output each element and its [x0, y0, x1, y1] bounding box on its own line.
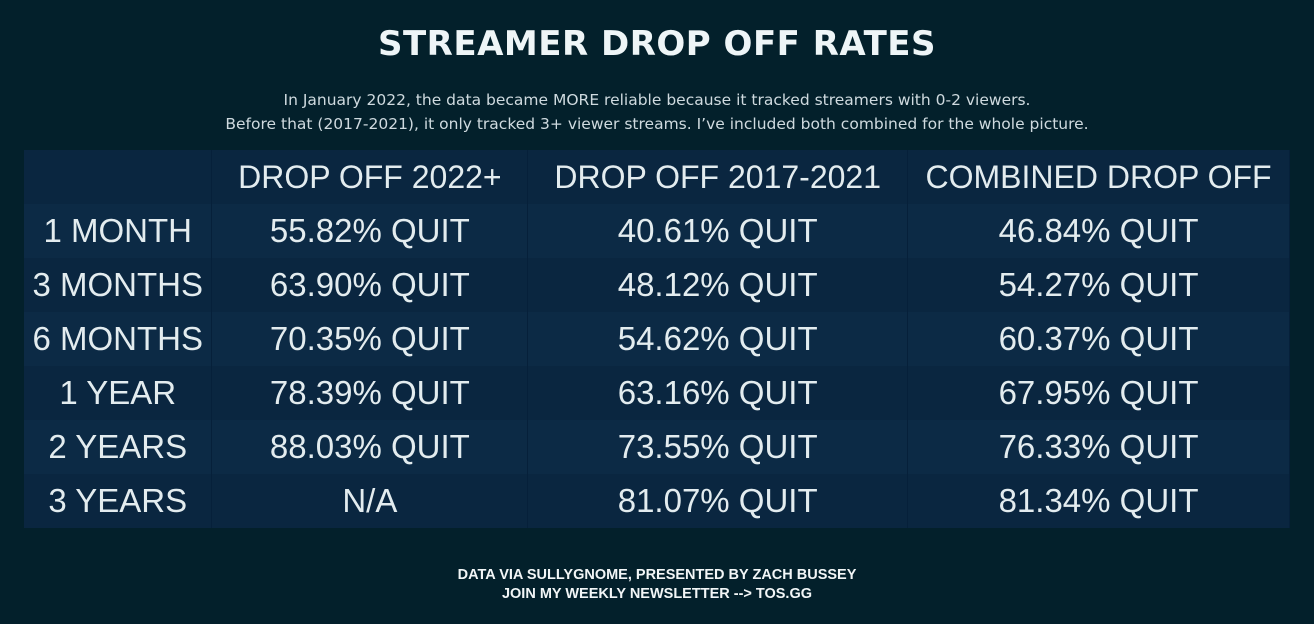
subtitle: In January 2022, the data became MORE re…	[0, 88, 1314, 136]
footer-credit: DATA VIA SULLYGNOME, PRESENTED BY ZACH B…	[457, 567, 857, 583]
table-cell: 40.61% QUIT	[527, 204, 909, 258]
table-cell: 54.62% QUIT	[527, 312, 909, 366]
table-row: 6 MONTHS 70.35% QUIT 54.62% QUIT 60.37% QUI…	[24, 312, 1290, 366]
row-label: 3 MONTHS	[24, 258, 213, 312]
table-row: 3 YEARS N/A 81.07% QUIT 81.34% QUIT	[24, 474, 1290, 528]
row-label: 1 YEAR	[24, 366, 213, 420]
subtitle-line: In January 2022, the data became MORE re…	[283, 91, 1031, 109]
subtitle-line: Before that (2017-2021), it only tracked…	[225, 115, 1089, 133]
row-label: 6 MONTHS	[24, 312, 213, 366]
table-cell: 81.34% QUIT	[907, 474, 1290, 528]
table-cell: 55.82% QUIT	[211, 204, 529, 258]
table-cell: 63.16% QUIT	[527, 366, 909, 420]
table-cell: 46.84% QUIT	[907, 204, 1290, 258]
table-cell: 48.12% QUIT	[527, 258, 909, 312]
column-header: DROP OFF 2022+	[211, 150, 529, 204]
header-row: DROP OFF 2022+ DROP OFF 2017-2021 COMBIN…	[24, 150, 1290, 204]
table-cell: 81.07% QUIT	[527, 474, 909, 528]
table-row: 2 YEARS 88.03% QUIT 73.55% QUIT 76.33% QUIT	[24, 420, 1290, 474]
table-row: 1 YEAR 78.39% QUIT 63.16% QUIT 67.95% QUIT	[24, 366, 1290, 420]
table-cell: 70.35% QUIT	[211, 312, 529, 366]
table-cell: 78.39% QUIT	[211, 366, 529, 420]
footer-newsletter: JOIN MY WEEKLY NEWSLETTER --> TOS.GG	[501, 586, 813, 602]
drop-off-table: DROP OFF 2022+ DROP OFF 2017-2021 COMBIN…	[24, 150, 1290, 528]
table-cell: 67.95% QUIT	[907, 366, 1290, 420]
table-cell: 73.55% QUIT	[527, 420, 909, 474]
table-cell: 54.27% QUIT	[907, 258, 1290, 312]
table-row: 1 MONTH 55.82% QUIT 40.61% QUIT 46.84% QUIT	[24, 204, 1290, 258]
row-label: 2 YEARS	[24, 420, 213, 474]
column-header: DROP OFF 2017-2021	[527, 150, 909, 204]
row-label: 3 YEARS	[24, 474, 213, 528]
table-cell: 88.03% QUIT	[211, 420, 529, 474]
page-title: STREAMER DROP OFF RATES	[378, 24, 936, 64]
table-cell: 76.33% QUIT	[907, 420, 1290, 474]
table-cell: N/A	[211, 474, 529, 528]
column-header	[24, 150, 213, 204]
table-cell: 63.90% QUIT	[211, 258, 529, 312]
column-header: COMBINED DROP OFF	[907, 150, 1290, 204]
row-label: 1 MONTH	[24, 204, 213, 258]
table-cell: 60.37% QUIT	[907, 312, 1290, 366]
table-row: 3 MONTHS 63.90% QUIT 48.12% QUIT 54.27% QUI…	[24, 258, 1290, 312]
footer: DATA VIA SULLYGNOME, PRESENTED BY ZACH B…	[0, 566, 1314, 604]
